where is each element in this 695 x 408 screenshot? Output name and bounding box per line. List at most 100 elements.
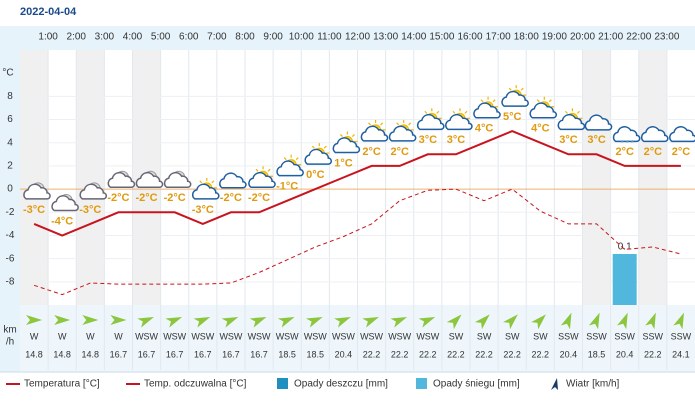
cloud — [388, 125, 417, 142]
wind-direction: WSW — [304, 331, 327, 341]
sun-ray — [576, 110, 580, 114]
cloud — [135, 171, 164, 189]
sun-ray — [368, 122, 372, 126]
night-column — [76, 50, 105, 305]
wind-direction: WSW — [191, 331, 214, 341]
temp-label: 3°C — [447, 134, 466, 146]
temp-label: 2°C — [362, 146, 381, 158]
wind-direction: SSW — [558, 331, 579, 341]
wind-direction: SSW — [643, 331, 664, 341]
cloud — [23, 183, 51, 200]
wind-arrow — [362, 316, 379, 328]
weather-icon — [332, 131, 361, 154]
wind-speed: 14.8 — [82, 349, 100, 359]
cloud — [163, 171, 192, 189]
snowflake: * — [631, 139, 634, 148]
legend-label: Opady deszczu [mm] — [294, 379, 388, 390]
weather-icon — [276, 154, 304, 177]
wind-arrow — [249, 316, 267, 328]
cloud — [640, 126, 669, 143]
weather-icon — [557, 108, 586, 131]
temp-label: -3°C — [192, 204, 214, 216]
y-tick-label: 2 — [7, 161, 13, 172]
wind-unit: /h — [6, 337, 14, 348]
hour-label: 19:00 — [542, 32, 567, 43]
wind-speed: 16.7 — [138, 349, 156, 359]
plot: 1:00 2:00 3:00 4:00 5:00 6:00 7:00 8:00 9:00 10:0… — [6, 32, 695, 370]
wind-speed: 16.7 — [110, 349, 128, 359]
weather-icon — [304, 143, 332, 165]
sun-ray — [283, 157, 287, 161]
sun-ray — [267, 168, 271, 172]
y-tick-label: 8 — [7, 91, 13, 102]
hour-label: 5:00 — [151, 32, 171, 43]
cloud — [276, 160, 304, 177]
cloud — [416, 114, 445, 131]
temp-label: -2°C — [248, 192, 270, 204]
hour-label: 18:00 — [514, 32, 539, 43]
wind-arrow — [221, 316, 239, 328]
wind-arrow — [110, 315, 127, 325]
weather-icon — [416, 108, 445, 131]
legend-label: Temperatura [°C] — [24, 379, 100, 390]
sun-ray — [436, 110, 440, 114]
wind-direction: SSW — [671, 331, 692, 341]
temp-label: -3°C — [79, 204, 101, 216]
cloud — [248, 171, 276, 189]
night-column — [20, 50, 49, 305]
temp-label: 2°C — [672, 146, 691, 158]
y-tick-label: 0 — [7, 184, 13, 195]
cloud — [584, 114, 613, 131]
wind-arrow — [306, 316, 323, 328]
temp-label: -4°C — [51, 215, 73, 227]
hour-label: 17:00 — [486, 32, 511, 43]
wind-direction: W — [58, 331, 67, 341]
wind-arrow — [560, 312, 572, 330]
legend-label: Opady śniegu [mm] — [433, 379, 520, 390]
wind-arrow — [502, 314, 518, 330]
temp-label: 3°C — [559, 134, 578, 146]
wind-arrow — [26, 315, 43, 325]
wind-direction: WSW — [360, 331, 383, 341]
wind-direction: SW — [533, 331, 548, 341]
y-tick-label: 6 — [7, 114, 13, 125]
temp-label: -2°C — [107, 192, 129, 204]
weather-icon — [360, 119, 389, 142]
sun-ray — [520, 87, 524, 91]
hour-label: 13:00 — [373, 32, 398, 43]
weather-icon — [445, 108, 473, 131]
wind-arrow — [165, 316, 183, 328]
wind-arrow — [334, 316, 351, 328]
legend-label: Wiatr [km/h] — [566, 379, 620, 390]
temp-label: 4°C — [531, 123, 550, 135]
date-title: 2022-04-04 — [20, 6, 77, 18]
wind-direction: WSW — [135, 331, 158, 341]
weather-icon — [669, 126, 695, 143]
weather-icon — [640, 126, 669, 143]
wind-speed: 22.2 — [363, 349, 381, 359]
temp-label: 2°C — [615, 146, 634, 158]
sun-ray — [464, 110, 468, 114]
temp-label: 2°C — [390, 146, 409, 158]
wind-speed: 22.2 — [503, 349, 521, 359]
hour-label: 20:00 — [570, 32, 595, 43]
hour-label: 11:00 — [317, 32, 342, 43]
wind-arrow — [446, 314, 462, 330]
hour-label: 23:00 — [654, 32, 679, 43]
weather-icon — [107, 170, 136, 189]
wind-speed: 20.4 — [335, 349, 353, 359]
sun-ray — [408, 122, 412, 126]
wind-speed: 16.7 — [194, 349, 212, 359]
weather-icon — [248, 166, 276, 189]
weather-icon — [388, 119, 417, 142]
wind-speed: 22.2 — [419, 349, 437, 359]
weather-icon — [584, 114, 613, 131]
hour-label: 7:00 — [207, 32, 227, 43]
temp-label: 1°C — [334, 157, 353, 169]
wind-direction: W — [30, 331, 39, 341]
temp-label: 2°C — [644, 146, 663, 158]
cloud — [473, 102, 501, 119]
wind-arrow — [390, 316, 408, 328]
cloud — [669, 126, 695, 143]
sun-ray — [492, 99, 496, 103]
